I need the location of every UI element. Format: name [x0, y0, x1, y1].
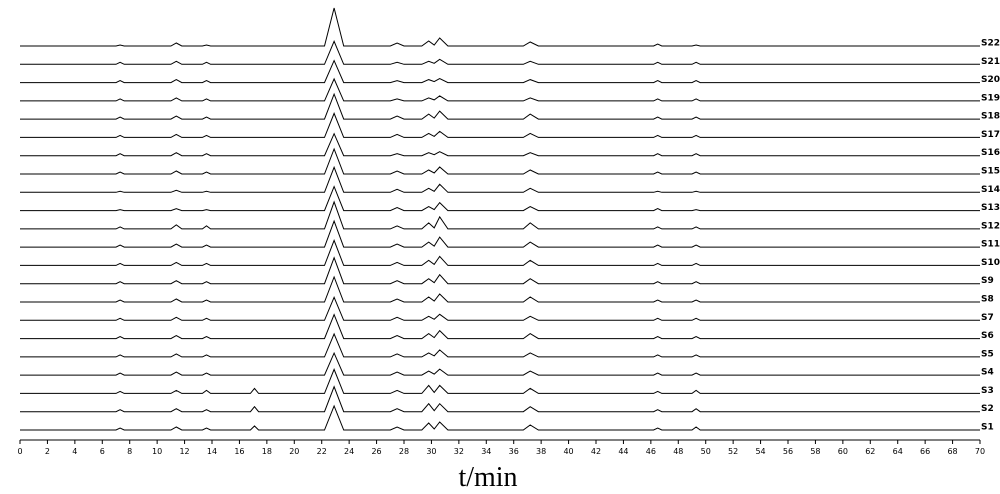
series-label: S17 — [981, 130, 1000, 140]
series-label: S2 — [981, 404, 994, 414]
x-tick-label: 62 — [865, 447, 875, 456]
x-tick-label: 68 — [947, 447, 957, 456]
trace — [20, 296, 980, 321]
trace — [20, 351, 980, 376]
x-tick-label: 50 — [701, 447, 711, 456]
x-tick-label: 32 — [454, 447, 464, 456]
series-label: S6 — [981, 331, 994, 341]
series-label: S10 — [981, 258, 1000, 268]
trace — [20, 92, 980, 120]
trace — [20, 332, 980, 358]
trace — [20, 313, 980, 340]
series-label: S9 — [981, 276, 994, 286]
x-tick-label: 64 — [893, 447, 903, 456]
x-tick-label: 14 — [207, 447, 217, 456]
trace — [20, 147, 980, 175]
x-tick-label: 60 — [838, 447, 848, 456]
trace — [20, 256, 980, 285]
series-label: S22 — [981, 39, 1000, 49]
x-tick-label: 38 — [536, 447, 546, 456]
trace — [20, 185, 980, 212]
x-axis-label: t/min — [458, 462, 517, 493]
series-label: S19 — [981, 93, 1000, 103]
x-tick-label: 4 — [72, 447, 77, 456]
x-tick-label: 52 — [728, 447, 738, 456]
trace — [20, 219, 980, 248]
series-label: S7 — [981, 313, 994, 323]
series-label: S20 — [981, 75, 1000, 85]
x-tick-label: 42 — [591, 447, 601, 456]
series-label: S5 — [981, 349, 994, 359]
x-tick-label: 28 — [399, 447, 409, 456]
trace — [20, 112, 980, 138]
x-tick-label: 56 — [783, 447, 793, 456]
series-label: S16 — [981, 148, 1000, 158]
series-label: S14 — [981, 185, 1000, 195]
x-tick-label: 16 — [234, 447, 244, 456]
x-tick-label: 46 — [646, 447, 656, 456]
x-tick-label: 18 — [262, 447, 272, 456]
x-tick-label: 12 — [179, 447, 189, 456]
x-tick-label: 48 — [673, 447, 683, 456]
x-tick-label: 34 — [481, 447, 491, 456]
series-label: S8 — [981, 295, 994, 305]
x-tick-label: 26 — [371, 447, 381, 456]
trace — [20, 275, 980, 303]
trace — [20, 77, 980, 102]
x-tick-label: 10 — [152, 447, 162, 456]
trace — [20, 40, 980, 65]
x-tick-label: 24 — [344, 447, 354, 456]
x-tick-label: 44 — [618, 447, 628, 456]
series-label: S13 — [981, 203, 1000, 213]
x-tick-label: 30 — [426, 447, 436, 456]
x-tick-label: 2 — [45, 447, 50, 456]
series-label: S1 — [981, 423, 994, 433]
trace — [20, 404, 980, 431]
x-tick-label: 66 — [920, 447, 930, 456]
trace — [20, 165, 980, 193]
trace — [20, 368, 980, 394]
trace — [20, 200, 980, 230]
series-label: S4 — [981, 368, 994, 378]
series-label: S21 — [981, 57, 1000, 67]
trace — [20, 385, 980, 413]
trace — [20, 132, 980, 157]
x-tick-label: 8 — [127, 447, 132, 456]
series-label: S18 — [981, 112, 1000, 122]
x-tick-label: 54 — [755, 447, 765, 456]
series-label: S3 — [981, 386, 994, 396]
series-label: S12 — [981, 221, 1000, 231]
x-tick-label: 40 — [563, 447, 573, 456]
series-label: S15 — [981, 167, 1000, 177]
x-tick-label: 0 — [17, 447, 22, 456]
series-label: S11 — [981, 240, 1000, 250]
x-tick-label: 20 — [289, 447, 299, 456]
trace — [20, 59, 980, 84]
x-tick-label: 58 — [810, 447, 820, 456]
x-tick-label: 36 — [509, 447, 519, 456]
x-tick-label: 70 — [975, 447, 985, 456]
trace — [20, 7, 980, 47]
x-tick-label: 22 — [317, 447, 327, 456]
x-tick-label: 6 — [100, 447, 105, 456]
trace — [20, 239, 980, 266]
